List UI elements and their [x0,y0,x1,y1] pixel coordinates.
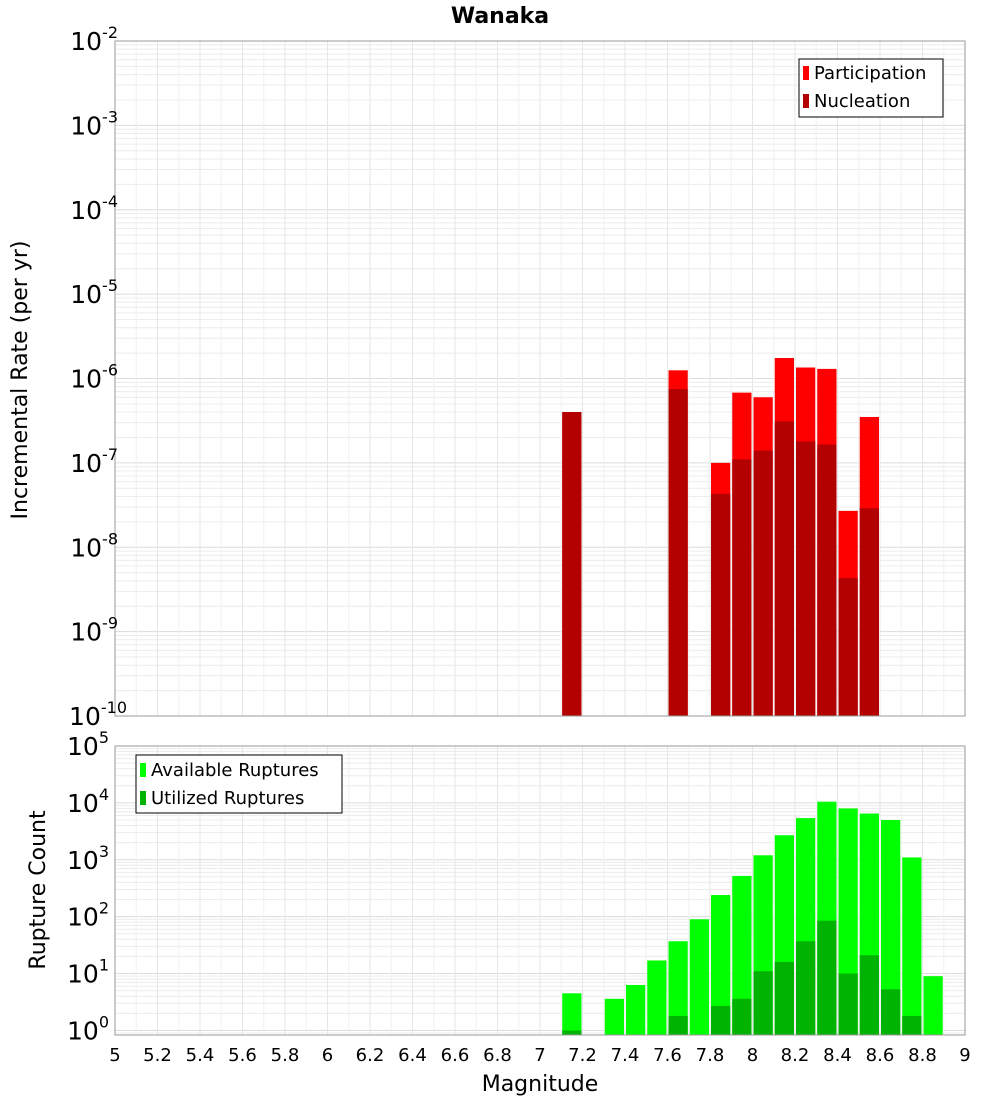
bottom-bar-available-ruptures [604,998,624,1035]
top-bar-nucleation [774,421,794,716]
bottom-bar-utilized-ruptures [817,920,837,1035]
bottom-bar-utilized-ruptures [902,1015,922,1035]
x-tick-label: 5.6 [228,1045,257,1066]
legend-swatch-available-ruptures [140,763,146,777]
bottom-bar-available-ruptures [881,820,901,1035]
bottom-y-tick-label: 101 [67,956,109,989]
legend-swatch-nucleation [803,94,809,108]
bottom-bar-utilized-ruptures [774,961,794,1035]
top-bar-nucleation [668,389,688,716]
top-bar-nucleation [711,493,731,716]
x-tick-label: 5 [109,1045,120,1066]
bottom-bar-available-ruptures [562,993,582,1035]
legend-label-utilized-ruptures: Utilized Ruptures [151,788,304,809]
top-y-tick-label: 10-3 [70,107,118,140]
x-tick-label: 8 [747,1045,758,1066]
legend-swatch-utilized-ruptures [140,791,146,805]
bottom-bar-available-ruptures [689,919,709,1035]
chart-title: Wanaka [451,4,549,29]
x-tick-label: 6.6 [441,1045,470,1066]
x-tick-label: 5.4 [186,1045,215,1066]
top-bar-nucleation [859,508,879,716]
top-panel-bars [562,357,879,716]
top-plot-frame [114,40,966,717]
bottom-bar-available-ruptures [732,875,752,1035]
x-tick-label: 8.8 [908,1045,937,1066]
x-tick-label: 8.6 [866,1045,895,1066]
bottom-y-tick-label: 104 [67,785,109,818]
top-y-axis-label: Incremental Rate (per yr) [8,241,33,520]
x-tick-label: 6.4 [398,1045,427,1066]
x-tick-label: 5.2 [143,1045,172,1066]
bottom-bar-available-ruptures [626,984,646,1035]
x-tick-label: 6.8 [483,1045,512,1066]
bottom-bar-utilized-ruptures [711,1005,731,1035]
bottom-y-tick-labels: 100 101 102 103 104 105 [67,728,109,1045]
top-bar-nucleation [562,412,582,716]
bottom-bar-utilized-ruptures [881,989,901,1035]
top-y-tick-label: 10-5 [70,276,118,309]
bottom-bar-available-ruptures [711,895,731,1035]
x-tick-label: 7.6 [653,1045,682,1066]
bottom-bar-utilized-ruptures [859,955,879,1035]
top-y-tick-label: 10-8 [70,529,118,562]
x-tick-labels: 5 5.2 5.4 5.6 5.8 6 6.2 6.4 6.6 6.8 7 7.2 7.4 7.6 7.8 8… [109,1045,970,1066]
x-tick-label: 7 [534,1045,545,1066]
top-legend: Participation Nucleation [798,58,944,118]
bottom-bar-available-ruptures [668,941,688,1035]
top-y-tick-label: 10-9 [70,614,118,647]
top-bar-nucleation [753,450,773,716]
bottom-bar-utilized-ruptures [753,971,773,1035]
x-tick-label: 7.4 [611,1045,640,1066]
bottom-y-tick-label: 102 [67,899,109,932]
bottom-panel-bars [562,801,943,1035]
x-tick-label: 6.2 [356,1045,385,1066]
top-y-tick-label: 10-7 [70,445,118,478]
legend-swatch-participation [803,66,809,80]
top-y-tick-label: 10-6 [70,361,118,394]
bottom-bar-utilized-ruptures [732,998,752,1035]
bottom-bar-utilized-ruptures [562,1030,582,1035]
x-tick-label: 8.4 [823,1045,852,1066]
top-y-tick-label: 10-4 [70,192,118,225]
legend-label-available-ruptures: Available Ruptures [151,760,319,781]
x-tick-label: 6 [322,1045,333,1066]
top-y-tick-label: 10-10 [69,698,127,731]
top-bar-nucleation [838,578,858,716]
bottom-bar-utilized-ruptures [668,1015,688,1035]
bottom-bar-utilized-ruptures [796,941,816,1035]
legend-label-participation: Participation [814,63,926,84]
top-legend-box [798,58,944,118]
top-panel-gridlines [115,41,965,717]
x-tick-label: 8.2 [781,1045,810,1066]
legend-label-nucleation: Nucleation [814,91,910,112]
x-tick-label: 9 [959,1045,970,1066]
top-bar-nucleation [732,459,752,716]
bottom-plot-frame [114,745,966,1036]
bottom-bar-available-ruptures [902,857,922,1035]
top-bar-nucleation [796,441,816,716]
bottom-legend-box [135,754,343,814]
bottom-bar-utilized-ruptures [838,973,858,1035]
x-axis-label: Magnitude [482,1072,599,1097]
bottom-legend: Available Ruptures Utilized Ruptures [135,754,343,814]
x-tick-label: 7.8 [696,1045,725,1066]
bottom-y-axis-label: Rupture Count [26,810,51,970]
bottom-y-tick-label: 105 [67,728,109,761]
bottom-bar-available-ruptures [647,960,667,1035]
top-y-tick-label: 10-2 [70,23,118,56]
bottom-y-tick-label: 103 [67,842,109,875]
bottom-bar-available-ruptures [923,976,943,1035]
x-tick-label: 5.8 [271,1045,300,1066]
x-tick-label: 7.2 [568,1045,597,1066]
top-bar-nucleation [817,444,837,716]
bottom-y-tick-label: 100 [67,1012,109,1045]
